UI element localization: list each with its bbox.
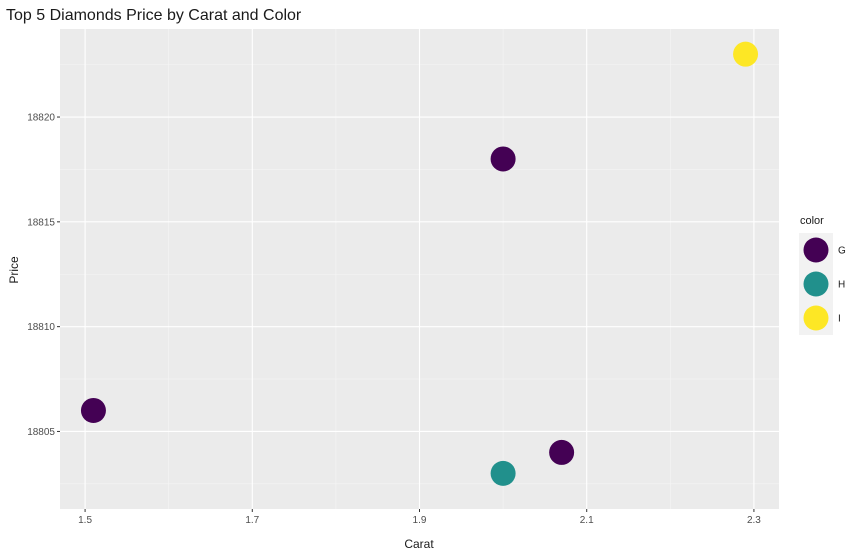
y-axis-title: Price — [7, 256, 21, 284]
x-axis: 1.5 1.7 1.9 2.1 2.3 — [78, 509, 761, 526]
legend-label: H — [838, 280, 845, 291]
legend-label: G — [838, 246, 846, 257]
legend-label: I — [838, 314, 841, 325]
x-tick-label: 1.5 — [78, 515, 92, 526]
x-tick-label: 1.9 — [413, 515, 427, 526]
x-tick-label: 2.1 — [580, 515, 594, 526]
x-tick-label: 2.3 — [747, 515, 761, 526]
x-axis-title: Carat — [404, 537, 434, 551]
y-tick-label: 18810 — [27, 322, 55, 333]
data-point — [80, 397, 106, 423]
y-tick-label: 18820 — [27, 113, 55, 124]
data-point — [549, 439, 575, 465]
data-point — [490, 460, 516, 486]
y-tick-label: 18815 — [27, 217, 55, 228]
legend-title: color — [800, 215, 824, 227]
data-point — [490, 146, 516, 172]
y-tick-label: 18805 — [27, 427, 55, 438]
legend: color G H I — [799, 215, 846, 335]
legend-key — [803, 305, 829, 331]
data-point — [733, 41, 759, 67]
x-tick-label: 1.7 — [245, 515, 259, 526]
grid — [60, 29, 779, 509]
data-points — [80, 41, 759, 486]
legend-key — [803, 237, 829, 263]
legend-key — [803, 271, 829, 297]
y-axis: 18805 18810 18815 18820 — [27, 113, 60, 438]
chart-title: Top 5 Diamonds Price by Carat and Color — [6, 7, 302, 24]
